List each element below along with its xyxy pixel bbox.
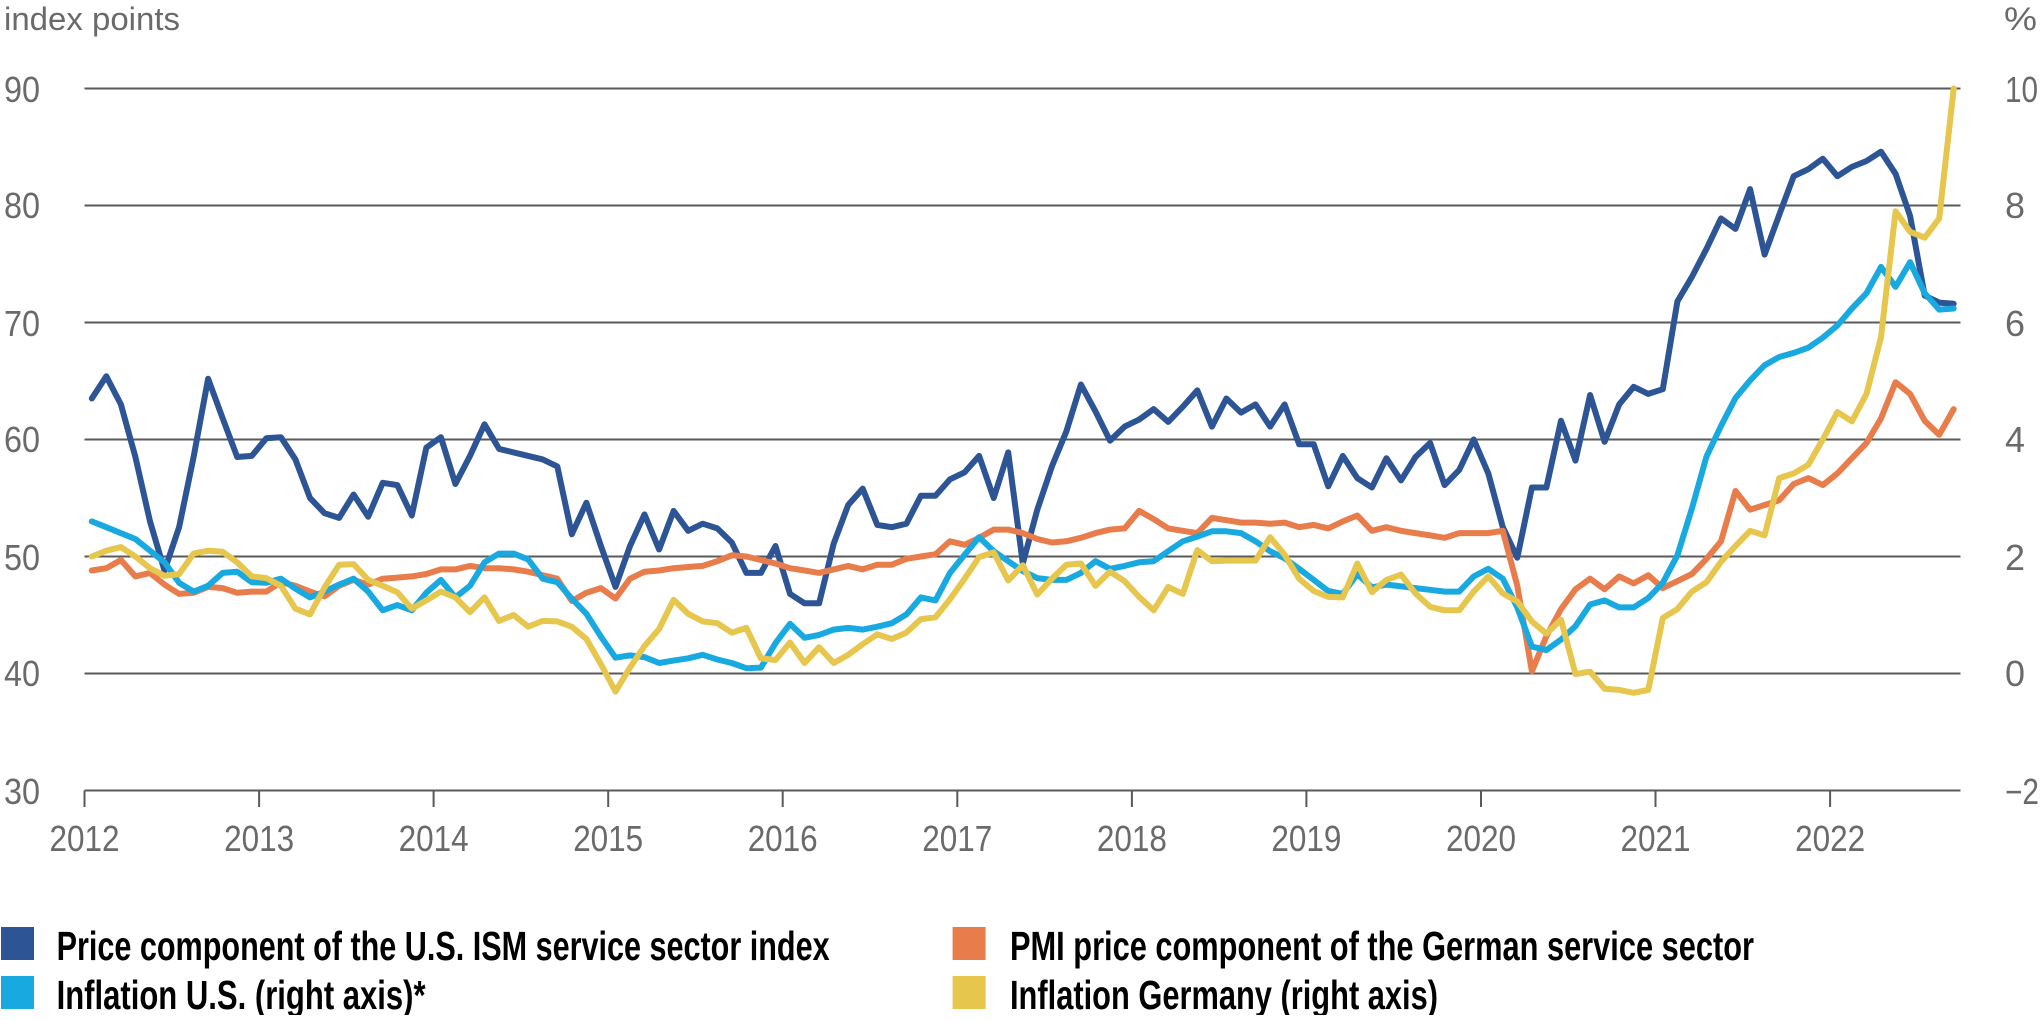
svg-text:90: 90	[4, 69, 40, 110]
svg-text:2015: 2015	[573, 818, 643, 859]
svg-text:80: 80	[4, 185, 40, 226]
svg-text:10: 10	[2005, 69, 2038, 110]
svg-text:2013: 2013	[224, 818, 294, 859]
svg-text:30: 30	[4, 771, 40, 812]
svg-text:Inflation U.S. (right axis)*: Inflation U.S. (right axis)*	[57, 972, 426, 1015]
svg-text:2014: 2014	[399, 818, 469, 859]
svg-text:2022: 2022	[1795, 818, 1865, 859]
svg-text:8: 8	[2005, 185, 2025, 226]
svg-text:0: 0	[2005, 653, 2025, 694]
svg-text:2: 2	[2005, 537, 2025, 578]
svg-text:2021: 2021	[1621, 818, 1691, 859]
svg-text:2018: 2018	[1097, 818, 1167, 859]
svg-text:index points: index points	[4, 1, 180, 37]
svg-text:70: 70	[4, 303, 40, 344]
svg-text:50: 50	[4, 537, 40, 578]
svg-text:60: 60	[4, 419, 40, 460]
svg-text:2019: 2019	[1271, 818, 1341, 859]
svg-text:2020: 2020	[1446, 818, 1516, 859]
svg-text:2012: 2012	[50, 818, 120, 859]
svg-text:PMI price component of the Ger: PMI price component of the German servic…	[1010, 923, 1754, 969]
svg-text:Price component of the U.S. IS: Price component of the U.S. ISM service …	[57, 923, 830, 969]
svg-text:Inflation Germany (right axis): Inflation Germany (right axis)	[1010, 972, 1438, 1015]
svg-text:6: 6	[2005, 303, 2025, 344]
svg-text:40: 40	[4, 653, 40, 694]
svg-text:2017: 2017	[922, 818, 992, 859]
svg-text:−2: −2	[2005, 771, 2039, 812]
svg-text:4: 4	[2005, 419, 2025, 460]
svg-text:2016: 2016	[748, 818, 818, 859]
svg-text:%: %	[2004, 1, 2037, 37]
